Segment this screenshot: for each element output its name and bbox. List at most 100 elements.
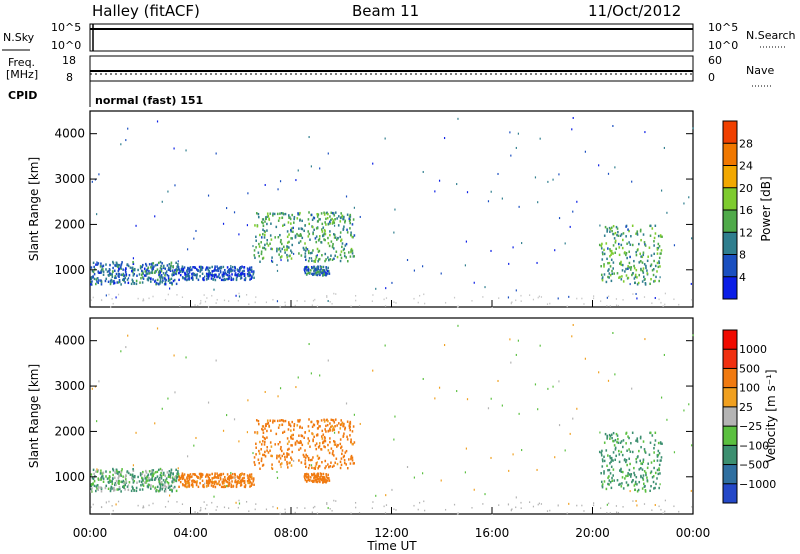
echo-cell <box>351 223 354 226</box>
echo-cell <box>659 441 662 444</box>
echo-cell <box>173 278 176 282</box>
echo-cell <box>335 250 338 253</box>
echo-cell <box>635 460 638 464</box>
echo-cell <box>319 477 322 481</box>
echo-cell <box>688 403 690 406</box>
echo-cell <box>619 275 621 279</box>
echo-cell <box>223 484 226 488</box>
echo-cell <box>211 265 213 269</box>
echo-cell <box>280 212 283 215</box>
echo-cell <box>90 506 92 508</box>
echo-cell <box>90 490 92 493</box>
echo-cell <box>325 266 327 269</box>
echo-cell <box>230 472 232 475</box>
echo-cell <box>311 458 313 462</box>
echo-cell <box>283 430 286 433</box>
echo-cell <box>313 467 315 470</box>
echo-cell <box>609 472 612 475</box>
echo-cell <box>246 224 249 227</box>
echo-cell <box>608 468 611 472</box>
echo-cell <box>353 441 356 444</box>
echo-cell <box>96 487 98 490</box>
echo-cell <box>537 503 539 506</box>
echo-cell <box>351 249 354 252</box>
echo-cell <box>286 230 289 233</box>
echo-cell <box>316 454 319 458</box>
echo-cell <box>628 241 630 244</box>
echo-cell <box>339 231 342 234</box>
echo-cell <box>613 237 616 240</box>
echo-cell <box>100 506 103 508</box>
echo-cell <box>288 423 290 426</box>
echo-cell <box>175 261 177 265</box>
echo-cell <box>331 452 334 455</box>
echo-cell <box>316 305 319 308</box>
echo-cell <box>323 270 326 274</box>
echo-cell <box>326 296 328 298</box>
echo-cell <box>321 461 323 464</box>
echo-cell <box>320 475 322 478</box>
echo-cell <box>166 273 169 277</box>
echo-cell <box>217 275 220 278</box>
echo-cell <box>316 215 319 218</box>
echo-cell <box>334 211 337 214</box>
echo-cell <box>190 268 192 272</box>
echo-cell <box>325 271 327 274</box>
echo-cell <box>342 227 345 231</box>
echo-cell <box>304 252 307 255</box>
echo-cell <box>417 301 419 304</box>
echo-cell <box>125 273 128 276</box>
echo-cell <box>331 245 334 248</box>
echo-cell <box>622 445 624 449</box>
echo-cell <box>175 282 178 286</box>
echo-cell <box>608 272 611 275</box>
echo-cell <box>159 474 162 477</box>
echo-cell <box>639 435 642 439</box>
echo-cell <box>154 486 157 489</box>
echo-cell <box>609 255 611 258</box>
echo-cell <box>283 223 286 226</box>
echo-cell <box>177 267 180 271</box>
echo-cell <box>315 240 318 244</box>
echo-cell <box>90 473 93 476</box>
echo-cell <box>127 264 130 268</box>
echo-cell <box>334 461 337 464</box>
echo-cell <box>97 262 100 265</box>
echo-cell <box>308 343 310 346</box>
echo-cell <box>326 216 329 220</box>
echo-cell <box>629 283 631 286</box>
echo-cell <box>421 472 424 475</box>
echo-cell <box>286 437 289 440</box>
echo-cell <box>154 215 156 218</box>
echo-cell <box>148 272 151 275</box>
echo-cell <box>635 251 638 254</box>
echo-cell <box>290 456 292 459</box>
echo-cell <box>611 269 613 273</box>
echo-cell <box>90 484 93 488</box>
echo-cell <box>99 271 101 274</box>
echo-cell <box>241 472 243 475</box>
echo-cell <box>210 274 213 277</box>
echo-cell <box>608 502 610 505</box>
echo-cell <box>650 461 653 464</box>
echo-cell <box>616 434 619 437</box>
echo-cell <box>243 473 246 476</box>
echo-cell <box>187 474 189 478</box>
echo-cell <box>311 511 313 514</box>
freq-label: Freq. <box>8 56 35 69</box>
echo-cell <box>317 420 320 423</box>
echo-cell <box>175 489 178 493</box>
echo-cell <box>332 454 335 457</box>
echo-cell <box>572 116 574 119</box>
echo-cell <box>277 219 280 222</box>
echo-cell <box>327 463 329 466</box>
echo-cell <box>255 503 257 505</box>
echo-cell <box>105 268 107 271</box>
echo-cell <box>615 505 618 507</box>
echo-cell <box>323 418 325 421</box>
echo-cell <box>644 488 647 492</box>
echo-cell <box>270 247 272 251</box>
echo-cell <box>636 483 638 486</box>
echo-cell <box>249 266 251 270</box>
